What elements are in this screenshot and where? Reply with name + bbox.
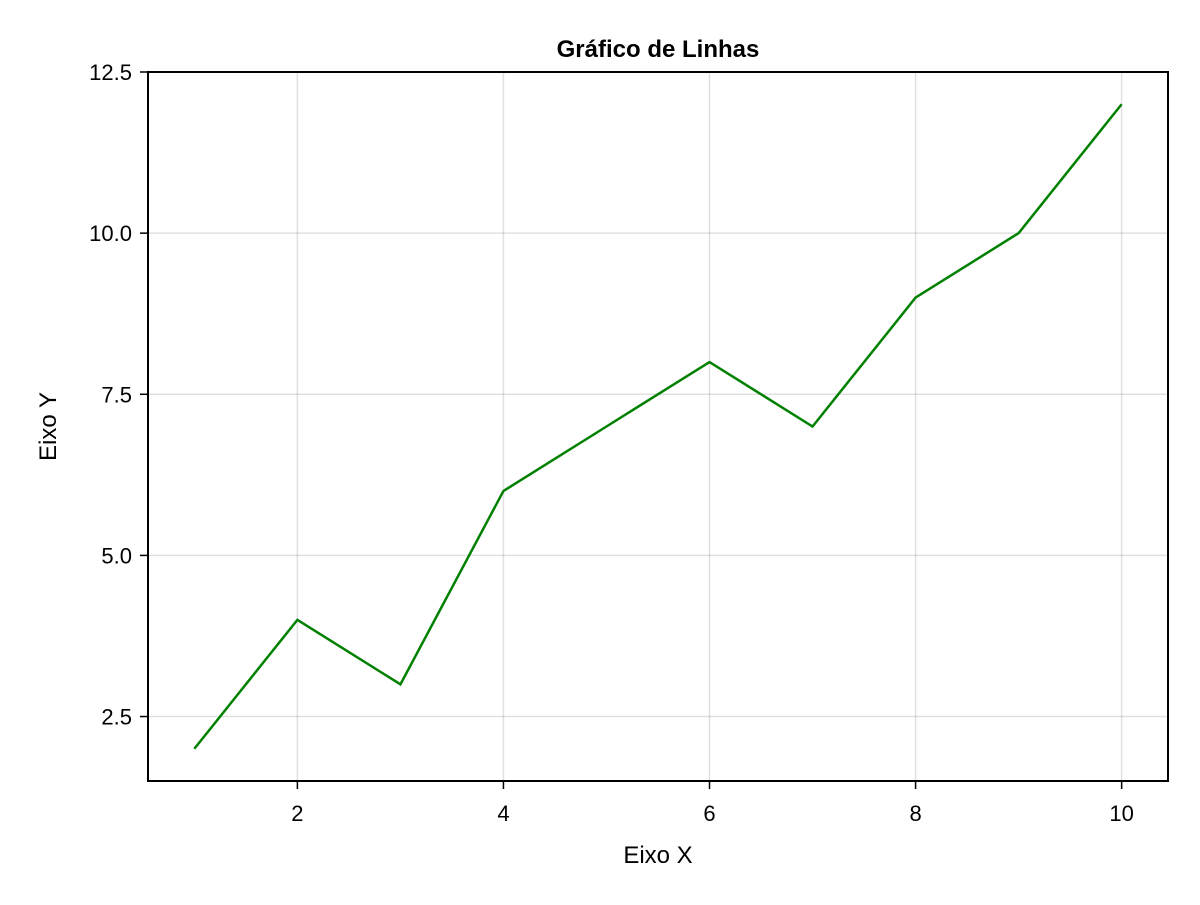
x-axis-label: Eixo X [623, 842, 692, 869]
y-axis-label: Eixo Y [35, 392, 62, 461]
y-tick-label: 7.5 [101, 382, 132, 407]
grid-layer [148, 71, 1168, 781]
plot-frame [147, 71, 1169, 782]
series-line [193, 103, 1123, 750]
x-tick-label: 2 [291, 801, 303, 826]
x-tick-label: 4 [497, 801, 509, 826]
chart-title: Gráfico de Linhas [557, 36, 760, 63]
x-tick-label: 10 [1109, 801, 1133, 826]
y-tick-label: 10.0 [89, 221, 132, 246]
y-tick-label: 2.5 [101, 705, 132, 730]
x-tick-label: 8 [909, 801, 921, 826]
y-tick-label: 5.0 [101, 543, 132, 568]
series-layer [193, 103, 1123, 750]
y-tick-label: 12.5 [89, 60, 132, 85]
tick-layer: 2 4 6 8 10 2.5 5.0 7.5 10.0 12.5 [89, 60, 1134, 826]
x-tick-label: 6 [703, 801, 715, 826]
